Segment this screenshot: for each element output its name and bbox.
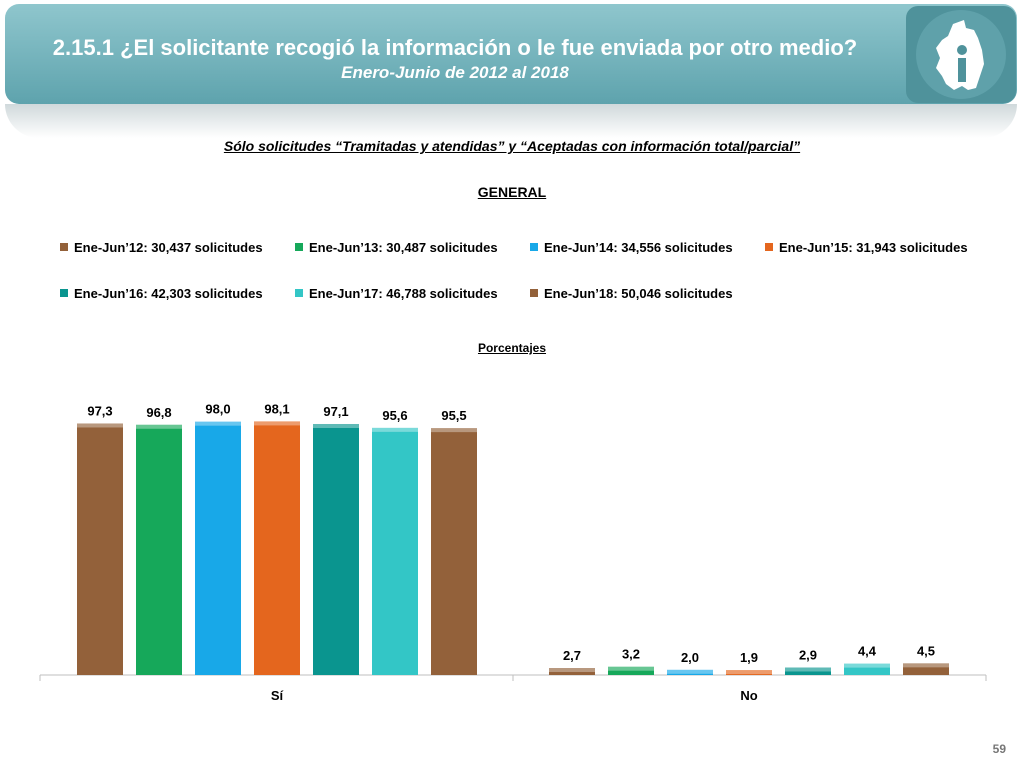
legend-swatch bbox=[60, 289, 68, 297]
bar-highlight bbox=[195, 421, 241, 426]
bar-highlight bbox=[372, 427, 418, 432]
bar-highlight bbox=[726, 670, 772, 675]
legend-label: Ene-Jun’13: 30,487 solicitudes bbox=[309, 240, 498, 255]
bar bbox=[195, 421, 241, 675]
bar-highlight bbox=[608, 666, 654, 671]
bar-value-label: 98,0 bbox=[205, 402, 230, 417]
header-banner bbox=[5, 4, 1017, 104]
bar bbox=[254, 421, 300, 675]
bar-highlight bbox=[136, 424, 182, 429]
bar bbox=[77, 423, 123, 675]
bar-highlight bbox=[903, 663, 949, 668]
bar bbox=[372, 427, 418, 675]
bar bbox=[431, 428, 477, 675]
legend-item: Ene-Jun’18: 50,046 solicitudes bbox=[530, 286, 733, 301]
bar-highlight bbox=[667, 669, 713, 674]
bar bbox=[608, 666, 654, 675]
legend-label: Ene-Jun’18: 50,046 solicitudes bbox=[544, 286, 733, 301]
category-label: No bbox=[740, 688, 757, 703]
bar-value-label: 97,3 bbox=[87, 403, 112, 418]
category-label: Sí bbox=[271, 688, 284, 703]
bar-value-label: 4,5 bbox=[917, 643, 935, 658]
legend-item: Ene-Jun’12: 30,437 solicitudes bbox=[60, 240, 263, 255]
legend-item: Ene-Jun’14: 34,556 solicitudes bbox=[530, 240, 733, 255]
legend-swatch bbox=[530, 243, 538, 251]
bar-highlight bbox=[431, 428, 477, 433]
page-subtitle: Enero-Junio de 2012 al 2018 bbox=[341, 63, 569, 82]
bar-value-label: 4,4 bbox=[858, 644, 877, 659]
logo bbox=[906, 6, 1016, 103]
bar-highlight bbox=[313, 423, 359, 428]
bar-value-label: 97,1 bbox=[323, 404, 348, 419]
legend-item: Ene-Jun’17: 46,788 solicitudes bbox=[295, 286, 498, 301]
units-label: Porcentajes bbox=[477, 341, 547, 355]
legend-swatch bbox=[295, 289, 303, 297]
bar-value-label: 95,5 bbox=[441, 408, 466, 423]
bar-value-label: 1,9 bbox=[740, 650, 758, 665]
cdmx-map-info-logo-icon bbox=[936, 20, 984, 90]
legend-label: Ene-Jun’16: 42,303 solicitudes bbox=[74, 286, 263, 301]
legend-label: Ene-Jun’15: 31,943 solicitudes bbox=[779, 240, 968, 255]
bar-highlight bbox=[254, 421, 300, 426]
bar-value-label: 95,6 bbox=[382, 408, 407, 423]
legend-swatch bbox=[295, 243, 303, 251]
filter-note: Sólo solicitudes “Tramitadas y atendidas… bbox=[223, 138, 801, 154]
legend-item: Ene-Jun’13: 30,487 solicitudes bbox=[295, 240, 498, 255]
legend-swatch bbox=[765, 243, 773, 251]
bar-value-label: 98,1 bbox=[264, 401, 289, 416]
bar-value-label: 96,8 bbox=[146, 405, 171, 420]
bar-value-label: 2,9 bbox=[799, 648, 817, 663]
bar-value-label: 2,0 bbox=[681, 650, 699, 665]
legend-item: Ene-Jun’15: 31,943 solicitudes bbox=[765, 240, 968, 255]
bar bbox=[136, 424, 182, 675]
bar bbox=[903, 663, 949, 675]
legend-swatch bbox=[530, 289, 538, 297]
bar bbox=[549, 668, 595, 675]
chart-title: GENERAL bbox=[477, 184, 547, 200]
bar-highlight bbox=[549, 668, 595, 673]
legend-item: Ene-Jun’16: 42,303 solicitudes bbox=[60, 286, 263, 301]
page-title: 2.15.1 ¿El solicitante recogió la inform… bbox=[52, 35, 858, 60]
banner-shadow bbox=[5, 104, 1017, 138]
legend-swatch bbox=[60, 243, 68, 251]
bar-highlight bbox=[785, 667, 831, 672]
bar bbox=[726, 670, 772, 675]
bar-value-label: 3,2 bbox=[622, 647, 640, 662]
bar bbox=[313, 423, 359, 675]
legend-label: Ene-Jun’12: 30,437 solicitudes bbox=[74, 240, 263, 255]
bar bbox=[667, 669, 713, 675]
bar bbox=[844, 663, 890, 675]
bar-value-label: 2,7 bbox=[563, 648, 581, 663]
legend-label: Ene-Jun’17: 46,788 solicitudes bbox=[309, 286, 498, 301]
bar-highlight bbox=[77, 423, 123, 428]
bar-highlight bbox=[844, 663, 890, 668]
bar bbox=[785, 667, 831, 675]
page-number: 59 bbox=[992, 742, 1006, 756]
legend-label: Ene-Jun’14: 34,556 solicitudes bbox=[544, 240, 733, 255]
